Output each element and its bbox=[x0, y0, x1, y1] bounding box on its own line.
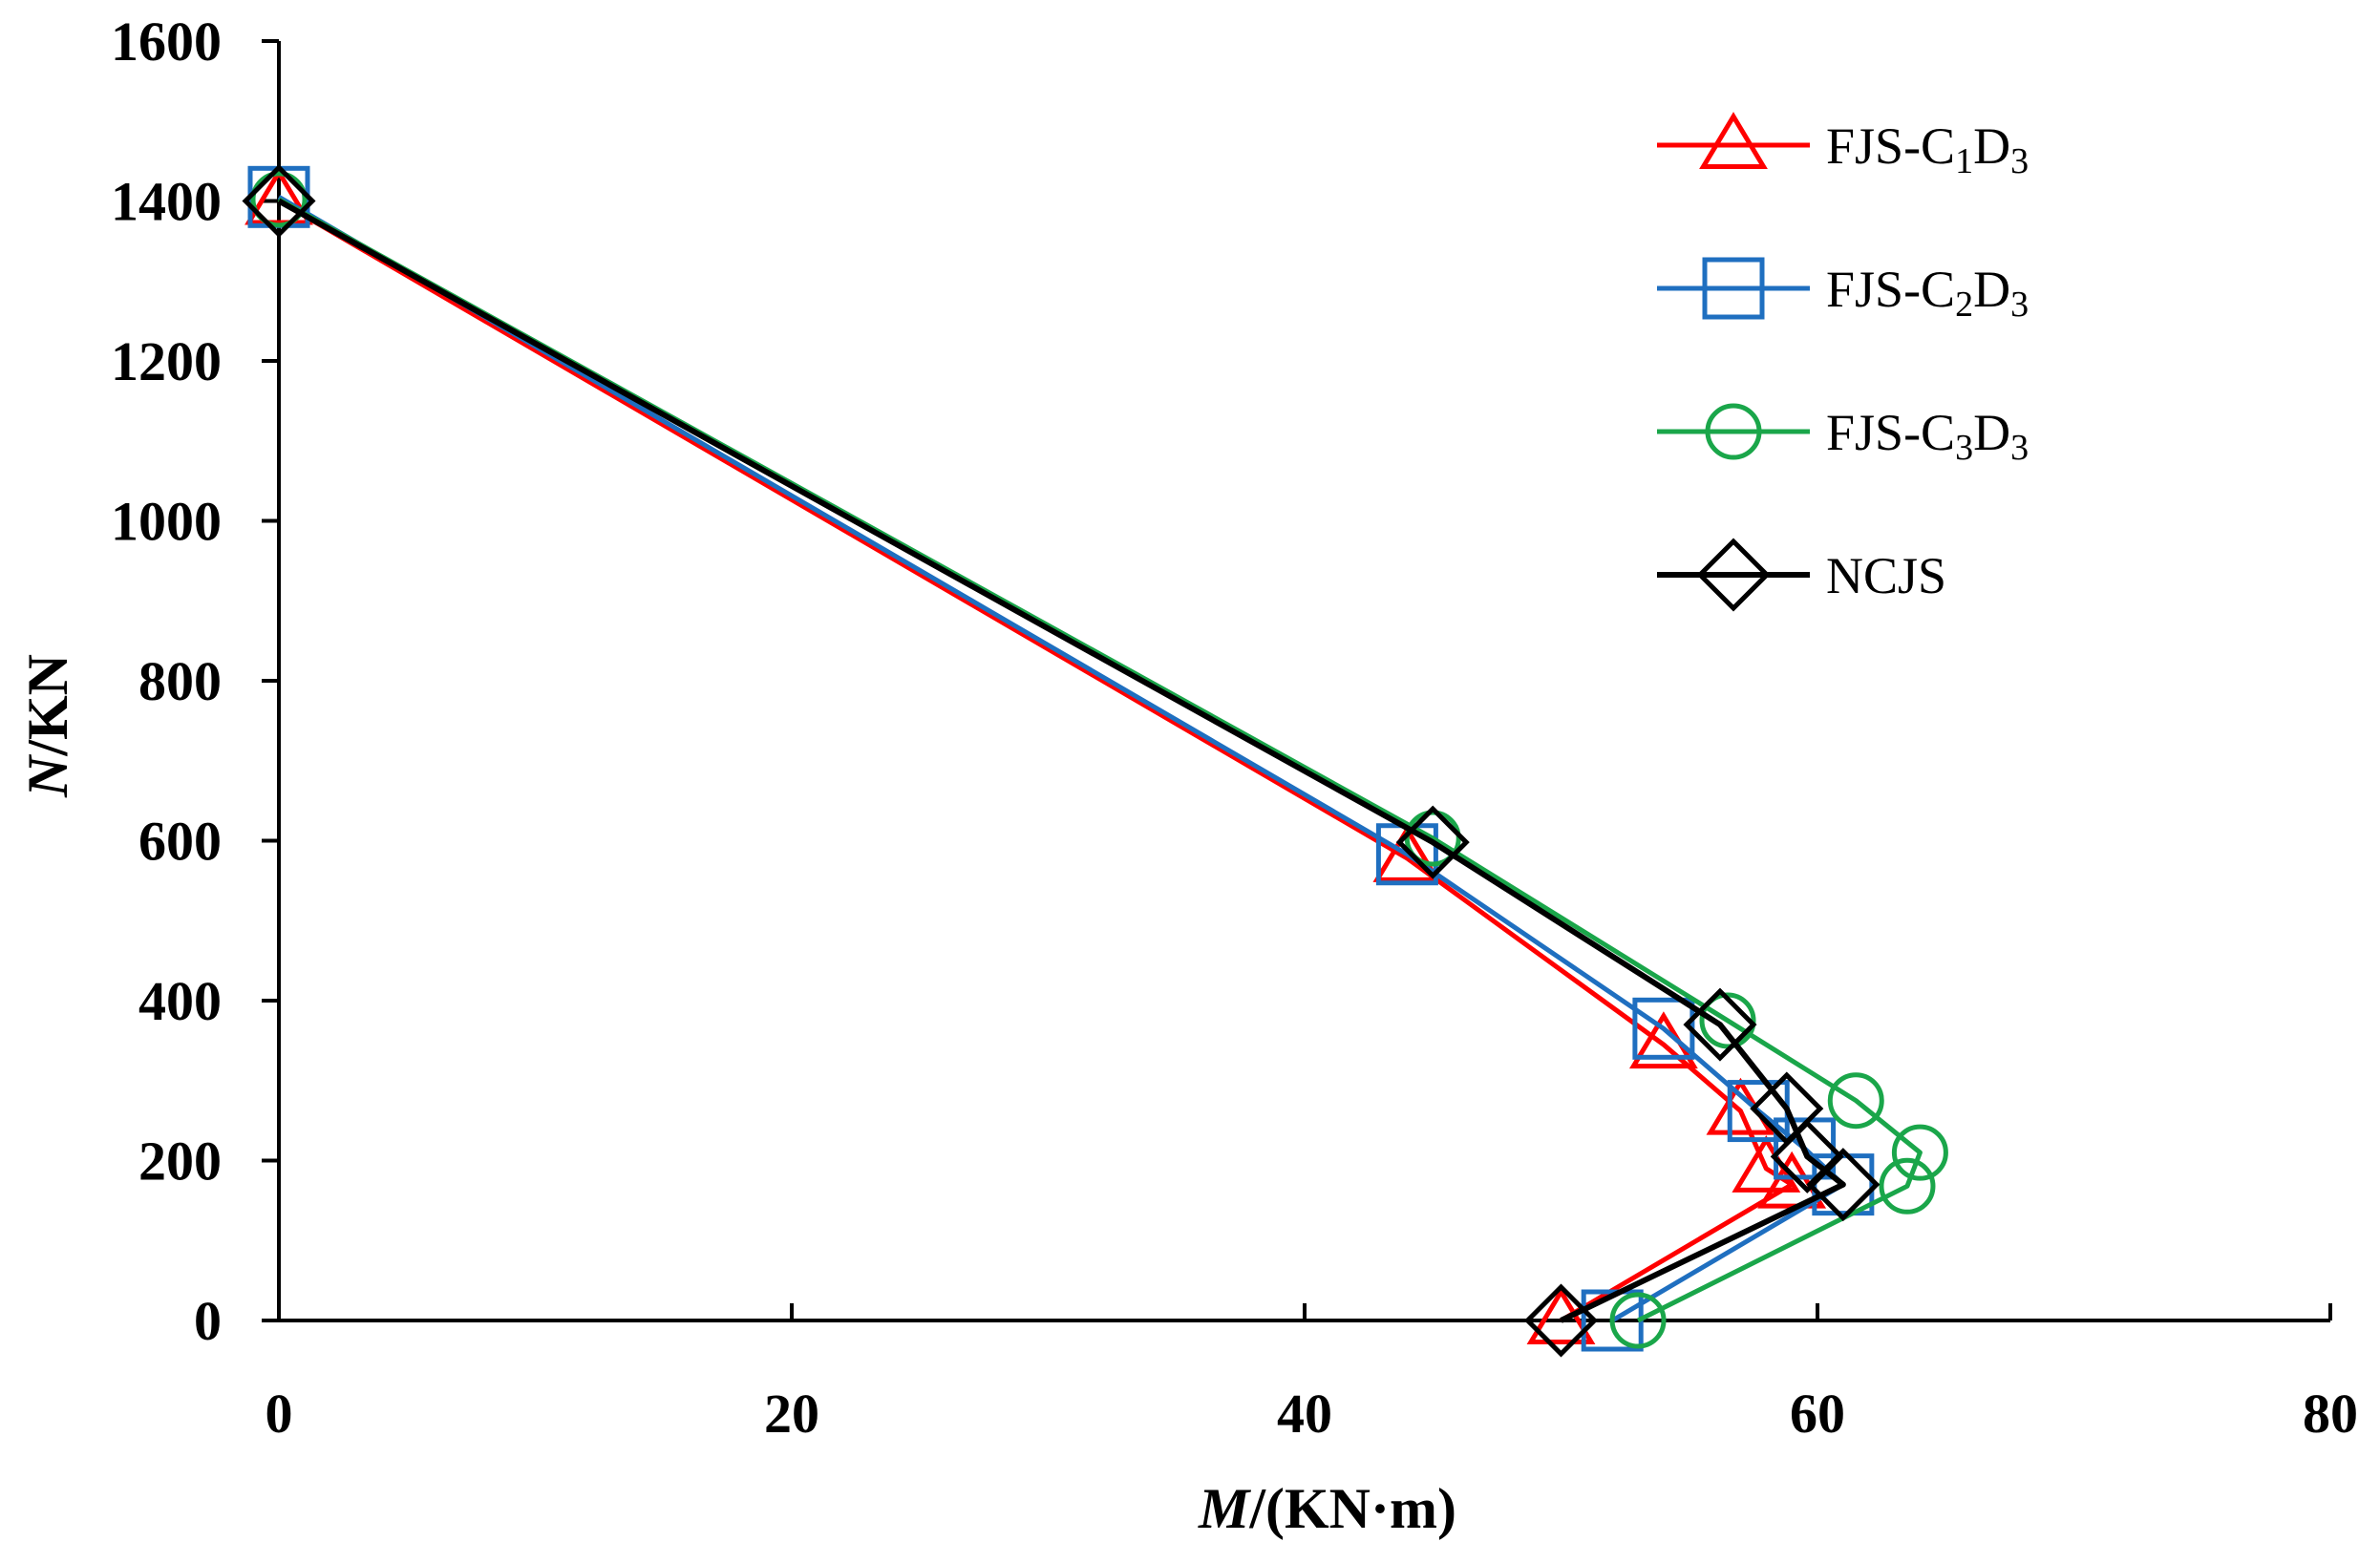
y-tick-label: 1000 bbox=[111, 491, 222, 553]
y-tick-label: 200 bbox=[138, 1130, 222, 1193]
x-axis-title-italic: M bbox=[1198, 1477, 1252, 1540]
y-tick-label: 1200 bbox=[111, 330, 222, 392]
data-point bbox=[1757, 1151, 1827, 1209]
y-tick-label: 600 bbox=[138, 811, 222, 873]
x-tick-label: 20 bbox=[764, 1383, 819, 1445]
data-point bbox=[1523, 1283, 1599, 1358]
data-point bbox=[1683, 987, 1757, 1062]
y-tick-label: 400 bbox=[138, 970, 222, 1032]
legend-label: FJS-C1D3 bbox=[1826, 117, 2029, 181]
data-point bbox=[1891, 1124, 1948, 1181]
series-line bbox=[277, 197, 1923, 1323]
data-point bbox=[1806, 1148, 1881, 1222]
y-axis-title-italic: N bbox=[16, 753, 79, 798]
y-tick-label: 800 bbox=[138, 650, 222, 712]
series-line bbox=[277, 198, 1846, 1323]
legend-marker bbox=[1705, 403, 1762, 460]
legend-label: NCJS bbox=[1826, 547, 1946, 604]
legend-item: FJS-C2D3 bbox=[1657, 257, 2029, 325]
series-3 bbox=[242, 163, 1881, 1358]
x-tick-label: 80 bbox=[2303, 1383, 2358, 1445]
legend-item: NCJS bbox=[1657, 538, 1946, 612]
data-point bbox=[1395, 805, 1470, 879]
data-point bbox=[1827, 1072, 1884, 1130]
legend-label: FJS-C3D3 bbox=[1826, 404, 2029, 468]
legend-marker bbox=[1702, 257, 1765, 320]
x-tick-label: 0 bbox=[266, 1383, 293, 1445]
y-axis-title-rest: /KN bbox=[16, 654, 79, 757]
legend-marker bbox=[1699, 112, 1768, 169]
legend-item: FJS-C1D3 bbox=[1657, 112, 2029, 181]
y-tick-label: 0 bbox=[194, 1290, 222, 1352]
series-line bbox=[277, 199, 1795, 1323]
data-point bbox=[1526, 1287, 1596, 1344]
series-0 bbox=[244, 167, 1827, 1344]
x-axis-title: M/(KN·m) bbox=[1198, 1477, 1456, 1540]
data-point bbox=[1609, 1292, 1667, 1349]
data-point bbox=[250, 171, 308, 228]
x-axis-title-rest: /(KN·m) bbox=[1248, 1477, 1456, 1540]
legend-marker bbox=[1696, 538, 1771, 612]
y-axis-title: N/KN bbox=[16, 654, 79, 798]
data-point bbox=[1699, 992, 1756, 1049]
series-2 bbox=[250, 171, 1948, 1349]
data-point bbox=[242, 163, 316, 239]
series-1 bbox=[247, 165, 1875, 1352]
data-point bbox=[1404, 810, 1461, 867]
x-tick-label: 60 bbox=[1790, 1383, 1845, 1445]
data-point bbox=[1770, 1119, 1844, 1193]
series-line bbox=[277, 195, 1846, 1323]
series-layer bbox=[242, 163, 1948, 1358]
y-tick-label: 1600 bbox=[111, 11, 222, 73]
data-point bbox=[1372, 825, 1442, 882]
x-tick-label: 40 bbox=[1277, 1383, 1332, 1445]
legend-label: FJS-C2D3 bbox=[1826, 261, 2029, 325]
legend: FJS-C1D3 FJS-C2D3 FJS-C3D3 NCJS bbox=[1657, 112, 2029, 612]
legend-item: FJS-C3D3 bbox=[1657, 403, 2029, 468]
y-tick-label: 1400 bbox=[111, 171, 222, 233]
axes: 0 200 400 600 800 1000 1200 1400 1600 0 20 40 60 80 bbox=[111, 11, 2358, 1445]
data-point bbox=[244, 167, 313, 225]
data-point bbox=[1879, 1157, 1936, 1215]
